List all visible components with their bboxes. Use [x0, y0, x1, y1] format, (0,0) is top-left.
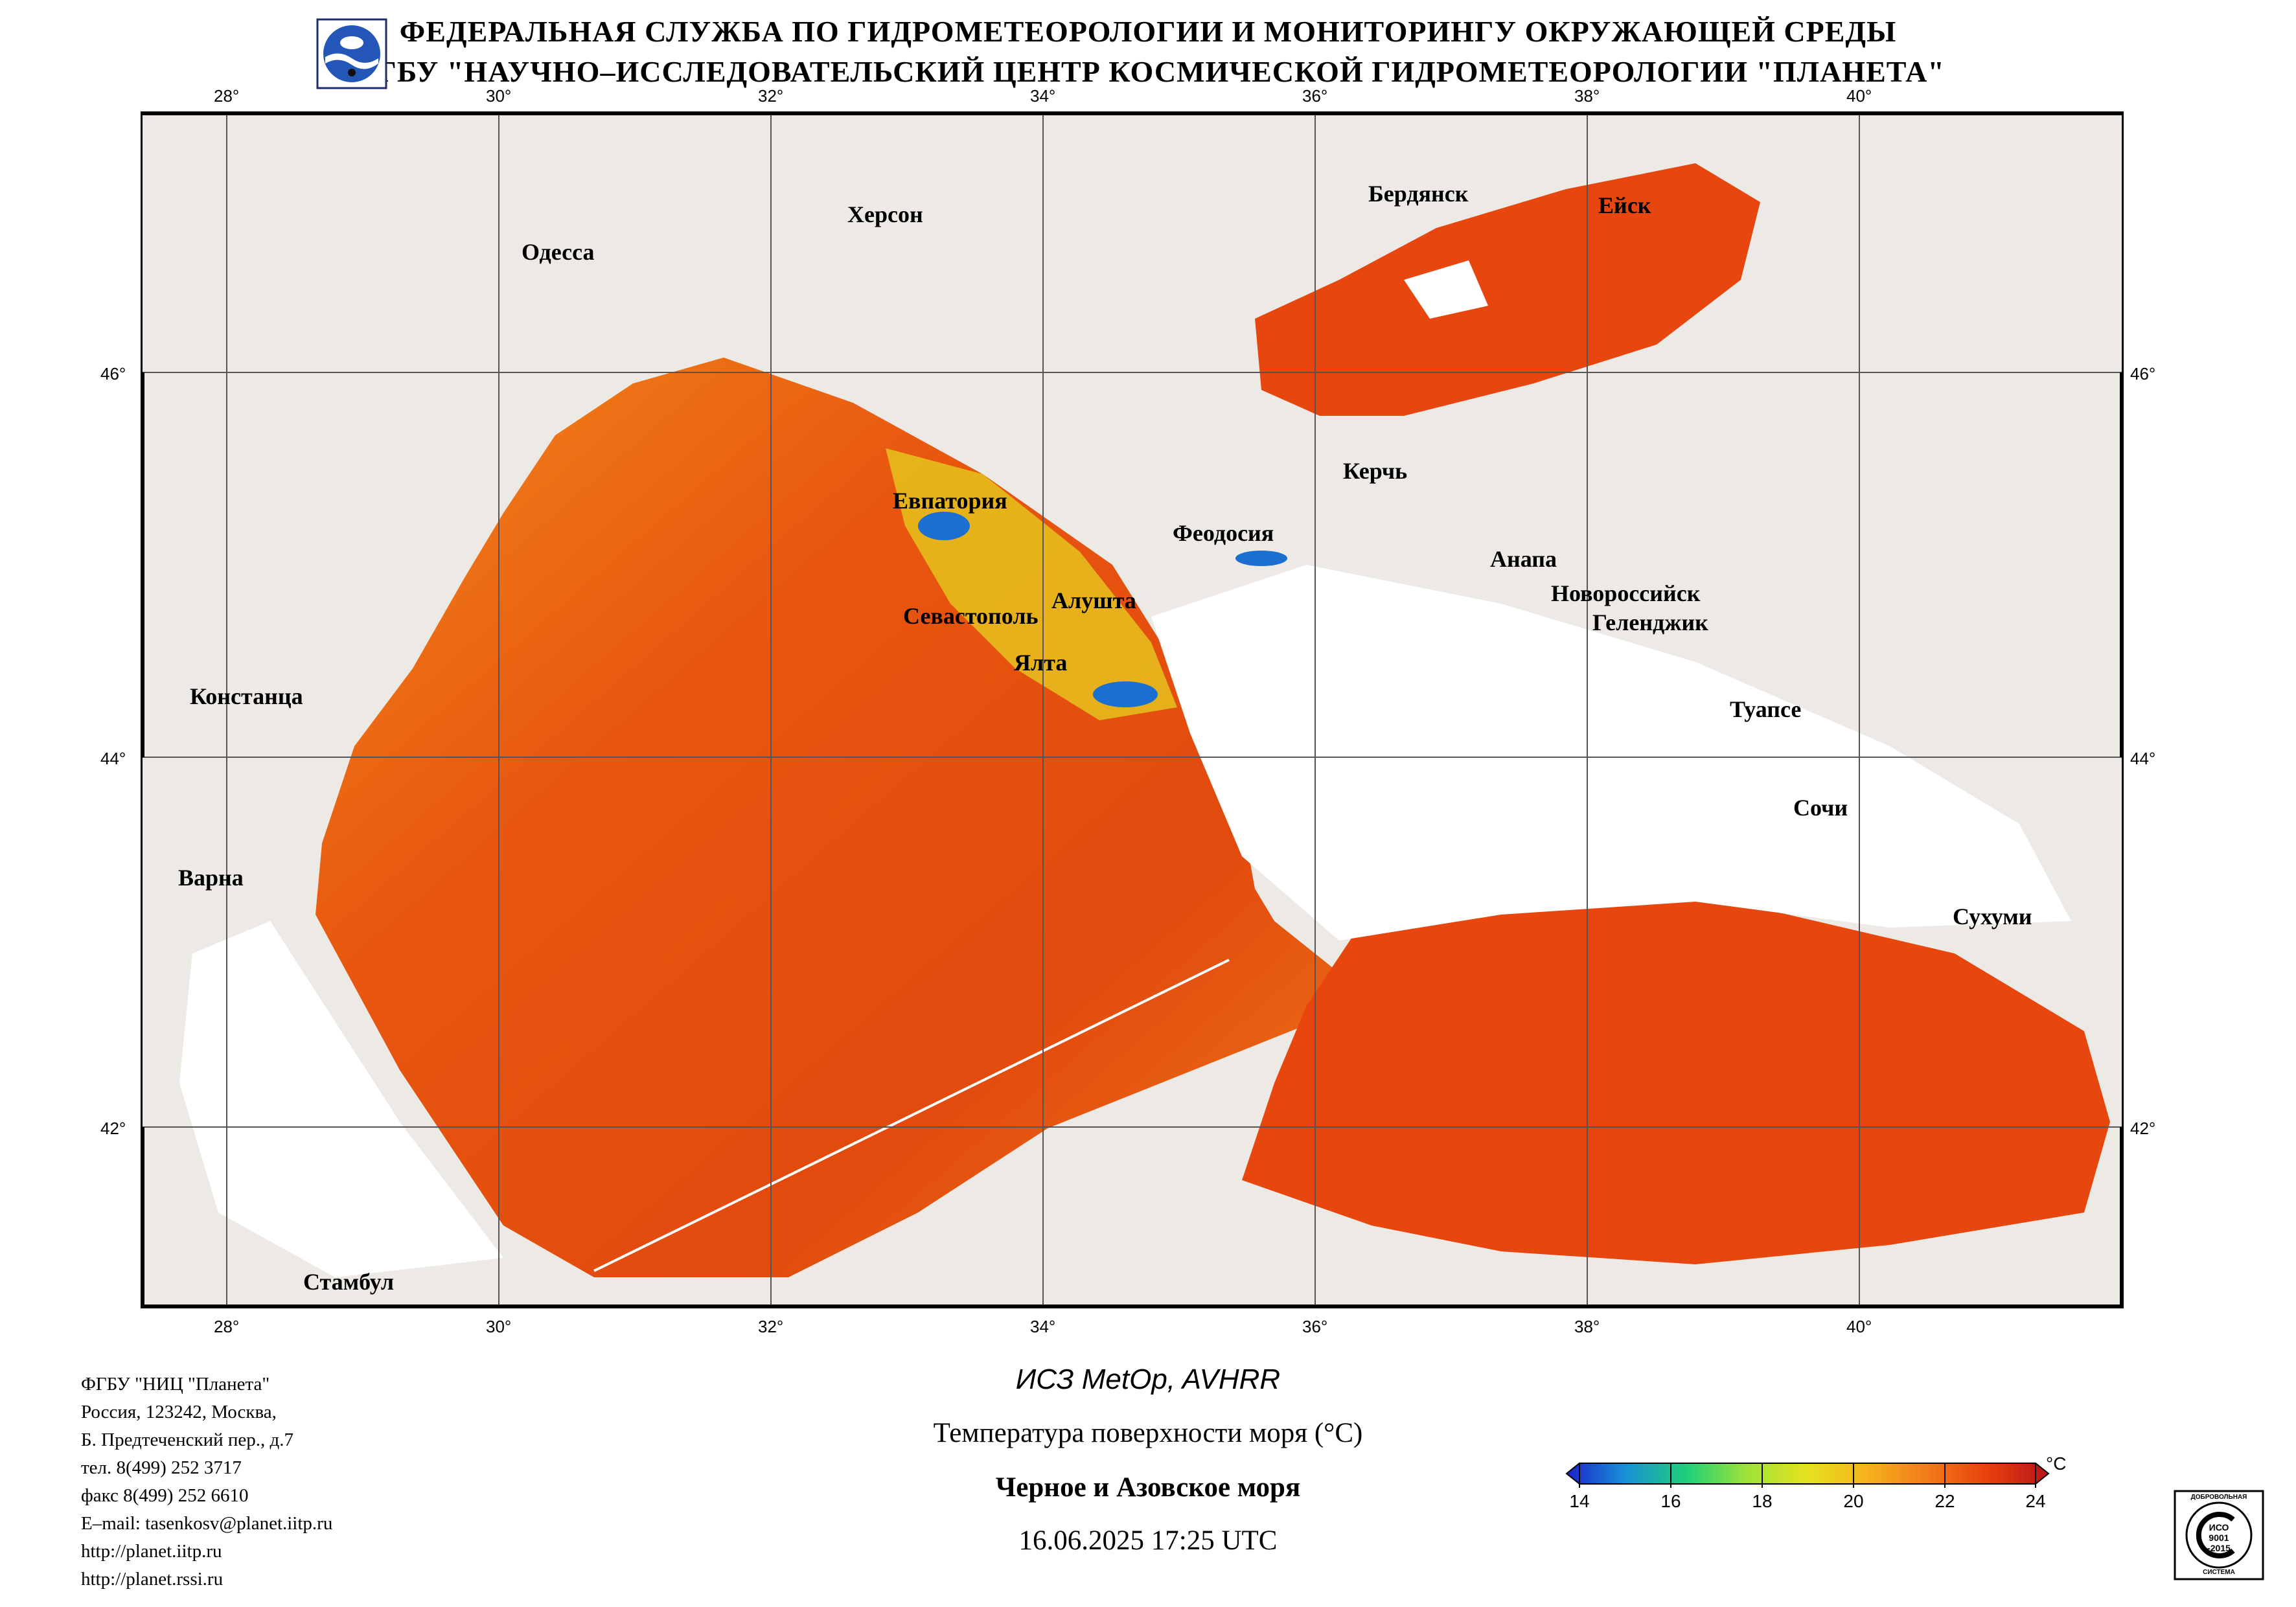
iso-text-2: 9001 — [2209, 1533, 2229, 1543]
lon-label-bottom: 34° — [1030, 1317, 1056, 1336]
colorbar-tick: 16 — [1660, 1491, 1681, 1511]
colorbar — [1565, 1463, 2050, 1488]
lon-label-top: 28° — [214, 86, 240, 106]
lat-label-right: 46° — [2130, 364, 2156, 383]
city-label-sevastopol: Севастополь — [903, 603, 1039, 629]
city-label-yeysk: Ейск — [1598, 192, 1651, 218]
lon-label-bottom: 28° — [214, 1317, 240, 1336]
iso-top-text: ДОБРОВОЛЬНАЯ — [2190, 1494, 2247, 1501]
lon-label-top: 38° — [1574, 86, 1600, 106]
colorbar-unit: °C — [2046, 1453, 2067, 1474]
planeta-logo-icon — [316, 18, 387, 89]
cold-spot-yalta — [1093, 681, 1158, 707]
city-label-alushta: Алушта — [1051, 587, 1136, 613]
city-label-feodosia: Феодосия — [1173, 520, 1274, 546]
caption-datetime: 16.06.2025 17:25 UTC — [1018, 1525, 1278, 1556]
header-line-1: ФЕДЕРАЛЬНАЯ СЛУЖБА ПО ГИДРОМЕТЕОРОЛОГИИ … — [399, 15, 1897, 48]
footer-address-2: Б. Предтеченский пер., д.7 — [81, 1430, 294, 1450]
city-label-sukhumi: Сухуми — [1953, 904, 2032, 929]
colorbar-tick: 22 — [1934, 1491, 1955, 1511]
caption-satellite: ИСЗ MetOp, AVHRR — [1015, 1363, 1281, 1395]
colorbar-tick: 14 — [1569, 1491, 1590, 1511]
cloud-east — [1151, 565, 2071, 940]
cold-spot-feodosia — [1235, 551, 1287, 566]
lon-label-bottom: 32° — [758, 1317, 784, 1336]
footer-email: E–mail: tasenkosv@planet.iitp.ru — [81, 1513, 333, 1534]
sea-of-azov — [1255, 163, 1760, 416]
footer-url-2[interactable]: http://planet.rssi.ru — [81, 1569, 224, 1590]
city-label-istanbul: Стамбул — [303, 1269, 395, 1295]
city-label-kherson: Херсон — [847, 201, 923, 227]
lon-label-top: 30° — [486, 86, 512, 106]
caption-parameter: Температура поверхности моря (°C) — [933, 1418, 1363, 1448]
sst-map — [141, 111, 2124, 1308]
city-label-evpatoria: Евпатория — [893, 488, 1007, 514]
lon-label-bottom: 40° — [1846, 1317, 1872, 1336]
city-label-gelendzhik: Геленджик — [1592, 610, 1708, 635]
colorbar-tick: 18 — [1752, 1491, 1773, 1511]
footer-tel: тел. 8(499) 252 3717 — [81, 1457, 242, 1478]
lon-label-top: 40° — [1846, 86, 1872, 106]
footer-address-1: Россия, 123242, Москва, — [81, 1402, 277, 1422]
lon-label-top: 32° — [758, 86, 784, 106]
iso-certificate-badge: ДОБРОВОЛЬНАЯ ИСО 9001 -2015 СИСТЕМА — [2174, 1490, 2264, 1580]
lon-label-top: 34° — [1030, 86, 1056, 106]
city-label-berdyansk: Бердянск — [1368, 181, 1469, 207]
graticule — [141, 111, 2124, 1308]
lat-label-right: 42° — [2130, 1119, 2156, 1138]
city-label-sochi: Сочи — [1793, 795, 1848, 821]
colorbar-tick: 20 — [1843, 1491, 1864, 1511]
city-label-constanta: Констанца — [190, 683, 303, 709]
lon-label-bottom: 30° — [486, 1317, 512, 1336]
lon-label-top: 36° — [1302, 86, 1328, 106]
sea-east-warm — [1242, 889, 2110, 1264]
swath-gap — [593, 959, 1230, 1272]
iso-bottom-text: СИСТЕМА — [2203, 1569, 2235, 1576]
footer-contacts: ФГБУ "НИЦ "Планета" Россия, 123242, Моск… — [81, 1371, 332, 1593]
lat-label-left: 44° — [100, 749, 126, 768]
lat-label-left: 46° — [100, 364, 126, 383]
footer-url-1[interactable]: http://planet.iitp.ru — [81, 1541, 222, 1562]
city-label-yalta: Ялта — [1014, 650, 1068, 676]
city-label-tuapse: Туапсе — [1730, 696, 1802, 722]
cold-spot-evpatoria — [918, 512, 970, 540]
footer-org: ФГБУ "НИЦ "Планета" — [81, 1374, 270, 1395]
no-data-west — [179, 921, 503, 1277]
city-label-anapa: Анапа — [1490, 546, 1557, 572]
lon-label-bottom: 36° — [1302, 1317, 1328, 1336]
iso-text-3: -2015 — [2207, 1543, 2231, 1553]
city-label-kerch: Керчь — [1343, 458, 1408, 484]
iso-text-1: ИСО — [2209, 1522, 2229, 1533]
caption-region: Черное и Азовское моря — [995, 1472, 1301, 1503]
city-label-odessa: Одесса — [522, 239, 595, 265]
lon-label-bottom: 38° — [1574, 1317, 1600, 1336]
azov-cloud — [1404, 260, 1488, 319]
city-label-novorossiysk: Новороссийск — [1551, 580, 1701, 606]
lat-label-left: 42° — [100, 1119, 126, 1138]
city-label-varna: Варна — [178, 865, 244, 891]
header-line-2: ФГБУ "НАУЧНО–ИССЛЕДОВАТЕЛЬСКИЙ ЦЕНТР КОС… — [351, 55, 1945, 88]
lat-label-right: 44° — [2130, 749, 2156, 768]
footer-fax: факс 8(499) 252 6610 — [81, 1485, 249, 1506]
colorbar-tick: 24 — [2025, 1491, 2046, 1511]
